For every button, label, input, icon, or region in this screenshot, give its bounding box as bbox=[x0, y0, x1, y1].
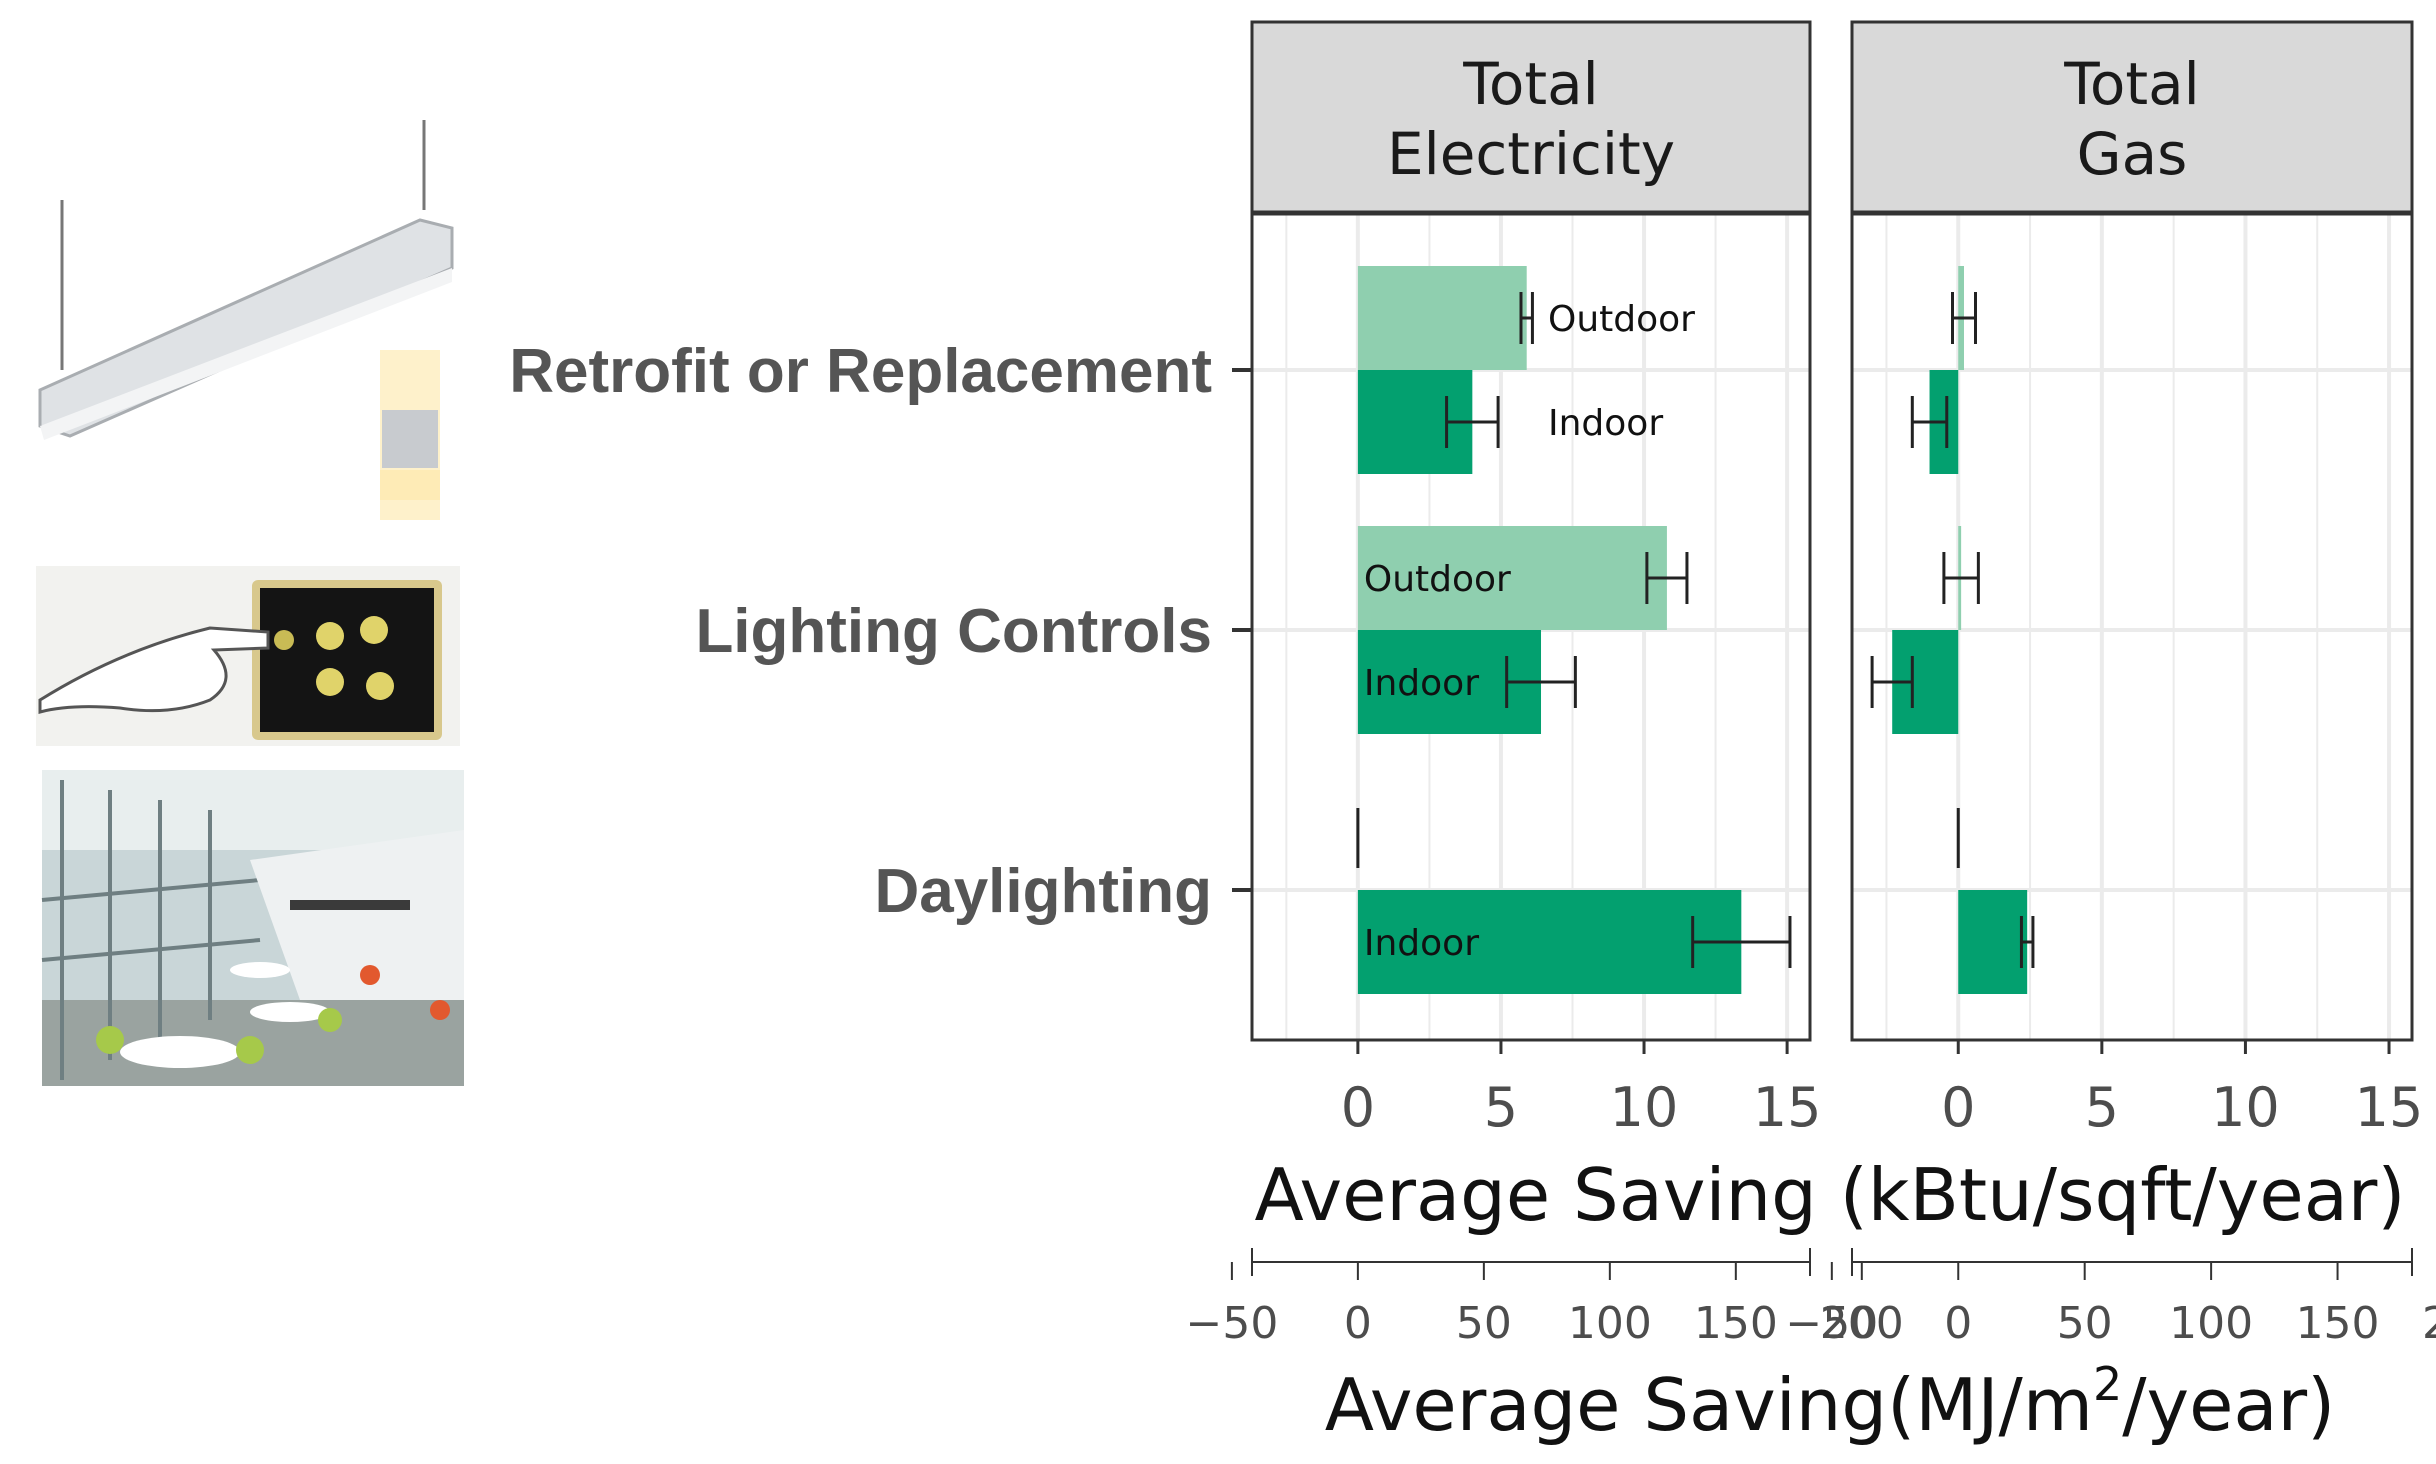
secondary-x-tick-label: 0 bbox=[1944, 1298, 1972, 1349]
bar-elec-outdoor bbox=[1357, 526, 1667, 630]
secondary-x-tick-label: 50 bbox=[2057, 1298, 2113, 1349]
x-tick-label: 5 bbox=[1484, 1076, 1518, 1139]
bar-label-outdoor: Outdoor bbox=[1548, 299, 1695, 340]
y-category-label: Retrofit or Replacement bbox=[509, 337, 1212, 406]
facet-strip-gas-line-1: Total bbox=[2063, 50, 2199, 118]
error-bar-elec-outdoor bbox=[1519, 292, 1534, 344]
error-bar-elec-outdoor bbox=[1645, 552, 1689, 604]
secondary-x-axis-electricity: −50 0 50 100 150 200 bbox=[1185, 1248, 1904, 1349]
error-bar-elec-indoor bbox=[1691, 916, 1792, 968]
facet-strip-electricity-box bbox=[1250, 20, 1812, 214]
secondary-x-axis-title-unit-a: (MJ/m bbox=[1887, 1363, 2093, 1447]
facet-strip-electricity-line-1: Total bbox=[1462, 50, 1598, 118]
facet-strip-gas-box bbox=[1850, 20, 2414, 214]
bar-gas-indoor bbox=[1958, 890, 2028, 994]
secondary-x-tick-label: 150 bbox=[1694, 1298, 1778, 1349]
secondary-x-tick-label: 200 bbox=[1820, 1298, 1904, 1349]
error-bar-gas-indoor bbox=[1870, 656, 1914, 708]
lighting-control-panel-image bbox=[36, 566, 460, 746]
panel-gas-border bbox=[1850, 212, 2414, 1042]
secondary-x-tick-label: 100 bbox=[2169, 1298, 2253, 1349]
x-tick-label: 15 bbox=[1753, 1076, 1822, 1139]
x-tick-label: 15 bbox=[2355, 1076, 2424, 1139]
daylit-atrium-image bbox=[41, 770, 464, 1086]
bar-elec-indoor bbox=[1357, 890, 1742, 994]
secondary-x-tick-label: 50 bbox=[1456, 1298, 1512, 1349]
linear-pendant-light-image bbox=[38, 120, 454, 520]
error-bar-elec-indoor bbox=[1505, 656, 1577, 708]
panel-gas-bars bbox=[1870, 266, 2035, 994]
error-bar-gas-outdoor bbox=[1942, 552, 1980, 604]
y-axis-categories: Retrofit or Replacement Lighting Controls… bbox=[509, 337, 1252, 926]
x-axis-title: Average Saving (kBtu/sqft/year) bbox=[1254, 1153, 2405, 1237]
secondary-x-tick-label: 100 bbox=[1568, 1298, 1652, 1349]
illustrations bbox=[36, 120, 464, 1086]
bar-label-indoor: Indoor bbox=[1364, 923, 1479, 964]
error-bar-gas-indoor bbox=[1910, 396, 1949, 448]
bar-label-outdoor: Outdoor bbox=[1364, 559, 1511, 600]
secondary-x-axis-title: Average Saving(MJ/m2/year) bbox=[1325, 1357, 2335, 1447]
panel-gas bbox=[1850, 212, 2414, 1042]
secondary-x-tick-label: 0 bbox=[1344, 1298, 1372, 1349]
x-tick-label: 5 bbox=[2085, 1076, 2119, 1139]
secondary-x-axis-title-prefix: Average Saving bbox=[1325, 1363, 1887, 1447]
secondary-x-tick-label: −50 bbox=[1185, 1298, 1278, 1349]
facet-strip-electricity-line-2: Electricity bbox=[1387, 120, 1675, 188]
x-axis-electricity: 0 5 10 15 bbox=[1341, 1040, 1822, 1139]
bar-label-indoor: Indoor bbox=[1364, 663, 1479, 704]
x-tick-label: 0 bbox=[1941, 1076, 1975, 1139]
facet-strip-gas: Total Gas bbox=[1850, 20, 2414, 214]
y-category-label: Daylighting bbox=[874, 857, 1212, 926]
x-tick-label: 10 bbox=[1610, 1076, 1679, 1139]
secondary-x-axis-title-unit-b: /year) bbox=[2122, 1363, 2335, 1447]
panel-electricity: Outdoor Outdoor Indoor Indoor Indoor bbox=[1250, 212, 1812, 1042]
error-bar-gas-indoor bbox=[2019, 916, 2035, 968]
error-bar-elec-indoor bbox=[1445, 396, 1500, 448]
panel-gas-background bbox=[1852, 214, 2412, 1040]
x-tick-label: 10 bbox=[2211, 1076, 2280, 1139]
y-category-label: Lighting Controls bbox=[695, 597, 1212, 666]
panel-electricity-border bbox=[1250, 212, 1812, 1042]
x-tick-label: 0 bbox=[1341, 1076, 1375, 1139]
x-axis-gas: 0 5 10 15 bbox=[1941, 1040, 2423, 1139]
bar-label-indoor: Indoor bbox=[1548, 403, 1663, 444]
facet-strip-gas-line-2: Gas bbox=[2077, 120, 2188, 188]
secondary-x-axis-title-sup: 2 bbox=[2093, 1357, 2122, 1411]
bar-elec-outdoor bbox=[1357, 266, 1527, 370]
panel-electricity-bars: Outdoor Outdoor Indoor Indoor Indoor bbox=[1356, 266, 1792, 994]
error-bar-gas-outdoor bbox=[1951, 292, 1977, 344]
secondary-x-tick-label: 200 bbox=[2422, 1298, 2436, 1349]
secondary-x-axis-gas: −50 0 50 100 150 200 bbox=[1785, 1248, 2436, 1349]
secondary-x-tick-label: −50 bbox=[1785, 1298, 1878, 1349]
secondary-x-tick-label: 150 bbox=[2296, 1298, 2380, 1349]
facet-strip-electricity: Total Electricity bbox=[1250, 20, 1812, 214]
